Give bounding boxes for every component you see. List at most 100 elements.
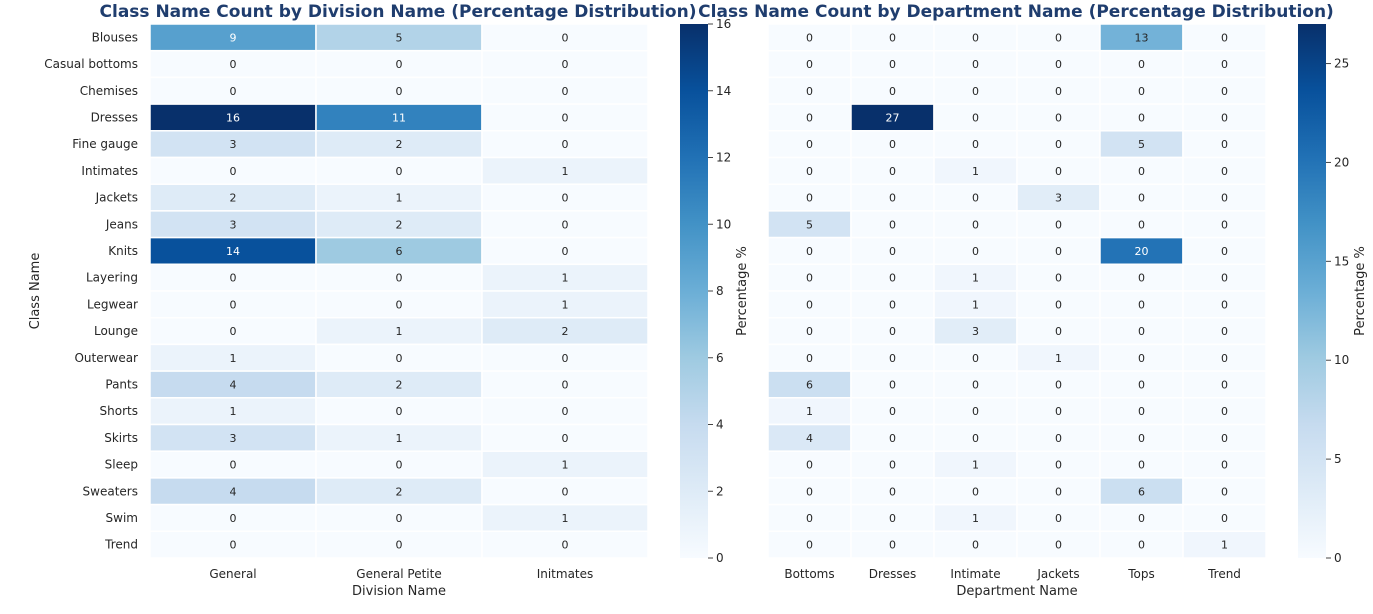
heatmap-cell bbox=[481, 370, 649, 399]
heatmap-cell bbox=[1099, 156, 1184, 185]
cell-value-label: 0 bbox=[562, 405, 569, 418]
colorbar-label: Percentage % bbox=[735, 246, 750, 336]
heatmap-cell bbox=[933, 503, 1018, 533]
cell-value-label: 0 bbox=[972, 111, 979, 124]
heatmap-cell bbox=[1016, 503, 1101, 533]
heatmap-cell bbox=[850, 423, 935, 452]
heatmap-cell bbox=[481, 210, 649, 239]
cell-value-label: 0 bbox=[1138, 111, 1145, 124]
heatmap-cell bbox=[1182, 450, 1267, 479]
cell-value-label: 2 bbox=[396, 138, 403, 151]
cell-value-label: 0 bbox=[1055, 218, 1062, 231]
colorbar bbox=[1298, 24, 1326, 558]
cell-value-label: 1 bbox=[562, 298, 569, 311]
heatmap-cell bbox=[1182, 23, 1267, 52]
row-tick-label: Skirts bbox=[104, 431, 138, 445]
heatmap-cell bbox=[850, 290, 935, 319]
cell-value-label: 0 bbox=[972, 218, 979, 231]
colorbar-label: Percentage % bbox=[1353, 246, 1368, 336]
row-tick-label: Outerwear bbox=[74, 351, 138, 365]
cell-value-label: 0 bbox=[1221, 111, 1228, 124]
heatmap-cell bbox=[481, 236, 649, 266]
cell-value-label: 0 bbox=[972, 378, 979, 391]
colorbar-tick-label: 0 bbox=[1334, 551, 1342, 565]
cell-value-label: 2 bbox=[562, 325, 569, 338]
cell-value-label: 0 bbox=[806, 298, 813, 311]
cell-value-label: 0 bbox=[1055, 539, 1062, 552]
heatmap-cell bbox=[149, 23, 317, 52]
heatmap-cell bbox=[850, 343, 935, 372]
cell-value-label: 0 bbox=[562, 218, 569, 231]
heatmap-cell bbox=[149, 343, 317, 372]
cell-value-label: 0 bbox=[396, 512, 403, 525]
cell-value-label: 0 bbox=[230, 58, 237, 71]
colorbar-tick-label: 10 bbox=[716, 217, 731, 231]
heatmap-cell bbox=[481, 423, 649, 452]
cell-value-label: 0 bbox=[396, 85, 403, 98]
row-tick-label: Legwear bbox=[87, 297, 138, 311]
cell-value-label: 0 bbox=[396, 165, 403, 178]
cell-value-label: 4 bbox=[806, 432, 813, 445]
heatmap-cell bbox=[315, 423, 483, 452]
cell-value-label: 0 bbox=[1055, 405, 1062, 418]
cell-value-label: 0 bbox=[1221, 272, 1228, 285]
cell-value-label: 1 bbox=[972, 512, 979, 525]
cell-value-label: 0 bbox=[1055, 432, 1062, 445]
cell-value-label: 0 bbox=[806, 31, 813, 44]
heatmap-cell bbox=[481, 477, 649, 506]
heatmap-cell bbox=[850, 263, 935, 292]
cell-value-label: 20 bbox=[1135, 245, 1149, 258]
column-tick-label: General Petite bbox=[356, 567, 441, 581]
heatmap-cell bbox=[1099, 130, 1184, 159]
row-tick-label: Chemises bbox=[80, 84, 138, 98]
heatmap-cell bbox=[315, 130, 483, 159]
heatmap-cell bbox=[315, 23, 483, 52]
cell-value-label: 0 bbox=[1138, 459, 1145, 472]
heatmap-cell bbox=[1182, 423, 1267, 452]
column-tick-label: Tops bbox=[1127, 567, 1155, 581]
cell-value-label: 0 bbox=[1221, 432, 1228, 445]
heatmap-cell bbox=[1016, 210, 1101, 239]
cell-value-label: 0 bbox=[1138, 192, 1145, 205]
heatmap-cell bbox=[850, 370, 935, 399]
heatmap-cell bbox=[481, 397, 649, 426]
cell-value-label: 1 bbox=[562, 272, 569, 285]
cell-value-label: 0 bbox=[889, 405, 896, 418]
heatmap-cell bbox=[315, 530, 483, 559]
cell-value-label: 6 bbox=[396, 245, 403, 258]
x-axis-label: Department Name bbox=[956, 584, 1077, 599]
cell-value-label: 0 bbox=[1055, 245, 1062, 258]
row-tick-label: Swim bbox=[106, 511, 138, 525]
cell-value-label: 0 bbox=[1138, 272, 1145, 285]
heatmap-cell bbox=[481, 343, 649, 372]
heatmap-cell bbox=[481, 156, 649, 185]
cell-value-label: 0 bbox=[1138, 352, 1145, 365]
cell-value-label: 0 bbox=[806, 512, 813, 525]
cell-value-label: 0 bbox=[889, 165, 896, 178]
cell-value-label: 1 bbox=[1221, 539, 1228, 552]
cell-value-label: 0 bbox=[562, 352, 569, 365]
cell-value-label: 0 bbox=[889, 459, 896, 472]
heatmap-cell bbox=[1182, 316, 1267, 346]
cell-value-label: 1 bbox=[562, 512, 569, 525]
cell-value-label: 0 bbox=[396, 58, 403, 71]
colorbar-tick-label: 6 bbox=[716, 351, 724, 365]
cell-value-label: 0 bbox=[1221, 512, 1228, 525]
heatmap-cell bbox=[149, 210, 317, 239]
cell-value-label: 1 bbox=[1055, 352, 1062, 365]
cell-value-label: 1 bbox=[396, 325, 403, 338]
colorbar-tick-label: 10 bbox=[1334, 353, 1349, 367]
cell-value-label: 3 bbox=[230, 218, 237, 231]
cell-value-label: 0 bbox=[230, 512, 237, 525]
heatmap-cell bbox=[933, 236, 1018, 266]
row-tick-label: Jackets bbox=[95, 191, 138, 205]
cell-value-label: 0 bbox=[562, 192, 569, 205]
heatmap-cell bbox=[933, 290, 1018, 319]
heatmap-cell bbox=[1016, 76, 1101, 105]
heatmap-cell bbox=[1182, 370, 1267, 399]
heatmap-cell bbox=[315, 183, 483, 212]
row-tick-label: Knits bbox=[108, 244, 138, 258]
cell-value-label: 0 bbox=[1221, 138, 1228, 151]
heatmap-cell bbox=[767, 530, 852, 559]
y-axis-label: Class Name bbox=[28, 253, 43, 330]
